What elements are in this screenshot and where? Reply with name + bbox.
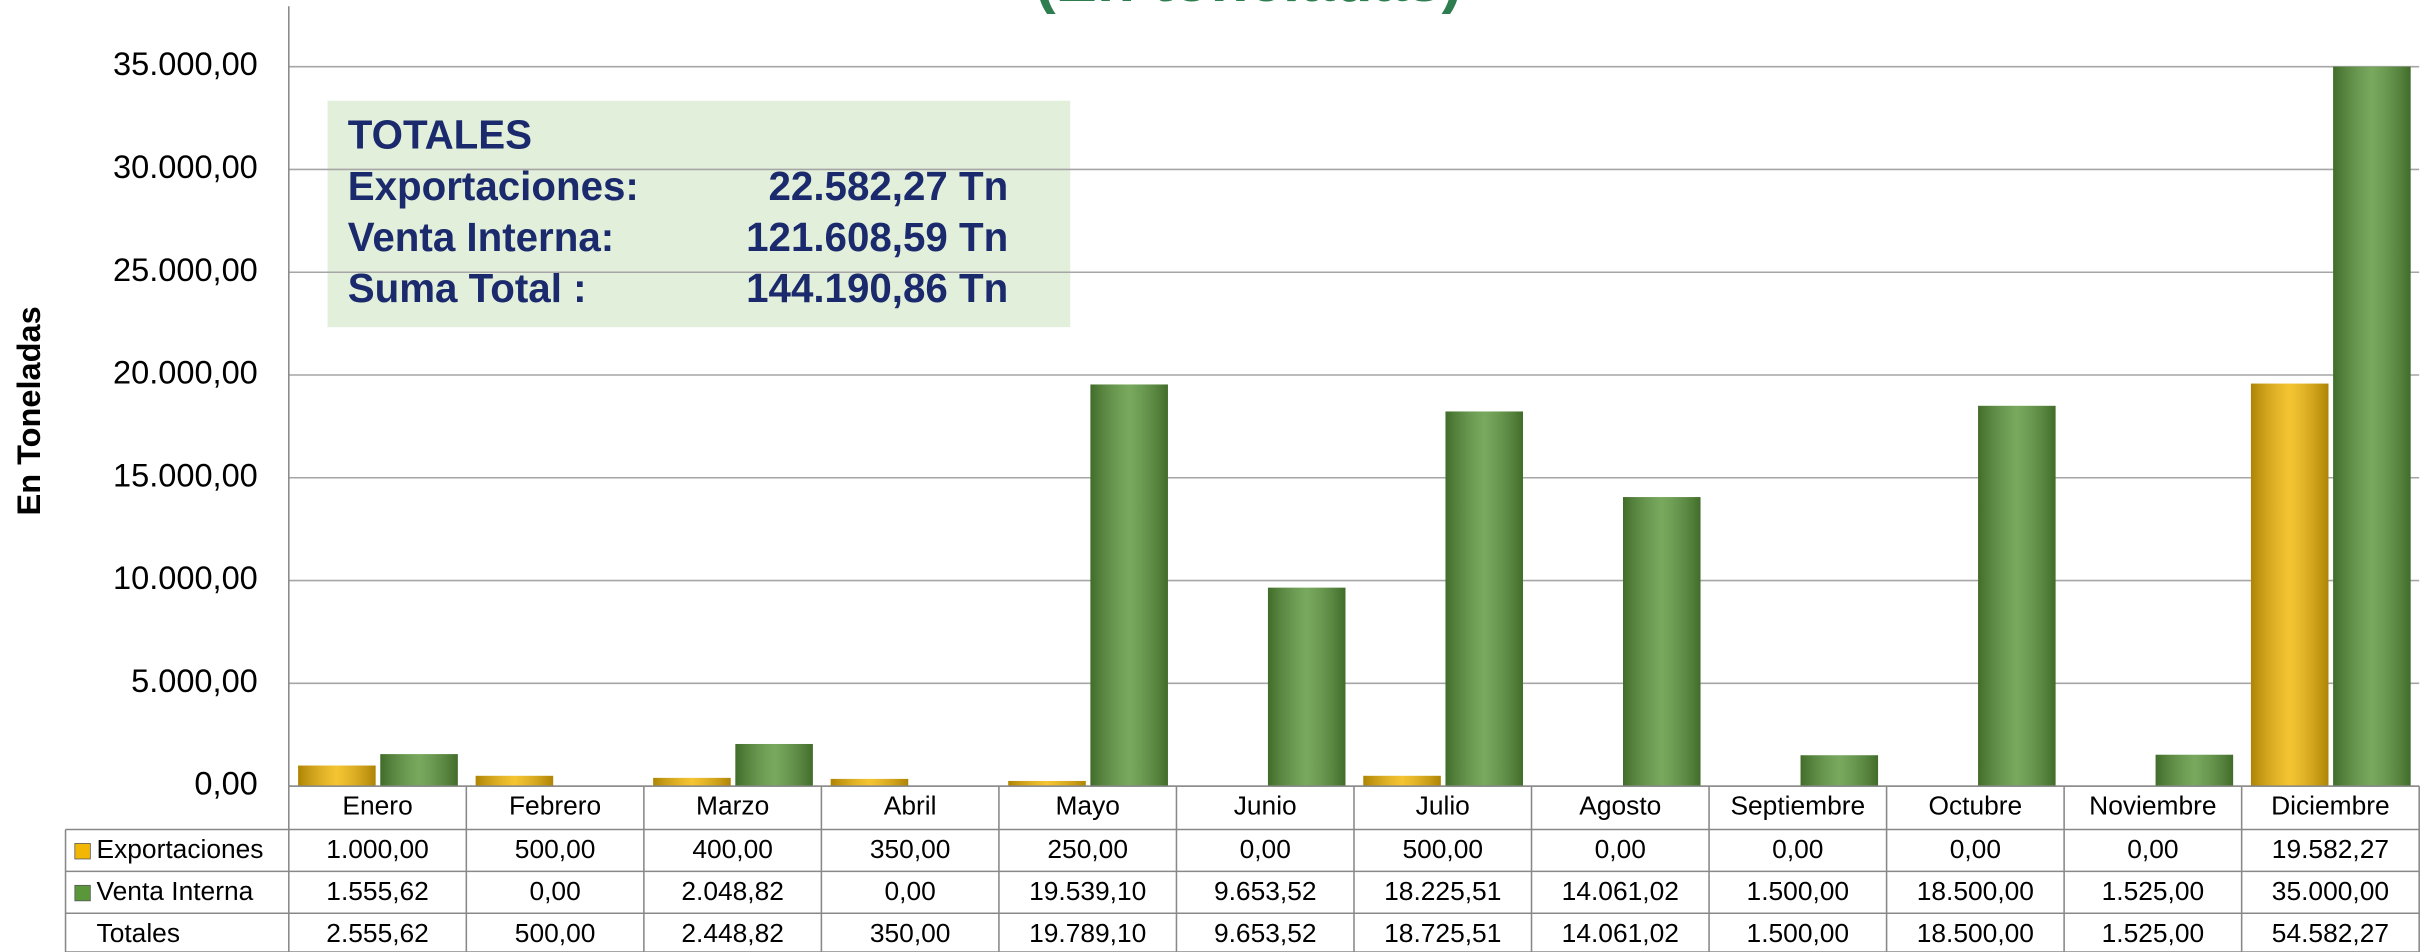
- bar-shade: [1267, 587, 1346, 787]
- bar-shade: [2155, 754, 2234, 787]
- bar-shade: [380, 754, 458, 787]
- table-value: 500,00: [515, 834, 596, 864]
- table-value: 250,00: [1047, 834, 1128, 864]
- table-value: 18.225,51: [1384, 876, 1501, 906]
- table-value: 1.500,00: [1747, 876, 1850, 906]
- x-tick-label: Agosto: [1579, 791, 1661, 821]
- table-value: 500,00: [1402, 834, 1483, 864]
- table-total: 18.500,00: [1917, 918, 2034, 948]
- table-value: 0,00: [1772, 834, 1823, 864]
- bar-shade: [653, 777, 731, 787]
- table-row-label: Totales: [97, 918, 180, 948]
- box-value: 22.582,27 Tn: [769, 164, 1009, 209]
- legend-label: Exportaciones: [97, 834, 264, 864]
- table-total: 2.448,82: [681, 918, 784, 948]
- x-tick-label: Febrero: [509, 791, 601, 821]
- table-total: 1.525,00: [2102, 918, 2205, 948]
- legend-label: Venta Interna: [97, 876, 254, 906]
- y-tick-label: 5.000,00: [131, 663, 258, 699]
- bar-shade: [475, 775, 554, 787]
- bar-shade: [2333, 66, 2411, 787]
- box-value: 144.190,86 Tn: [746, 266, 1008, 311]
- table-total: 350,00: [870, 918, 951, 948]
- bar-shade: [298, 765, 376, 787]
- table-value: 0,00: [885, 876, 936, 906]
- chart-title: (En toneladas): [1035, 0, 1462, 15]
- x-tick-label: Noviembre: [2089, 791, 2216, 821]
- bar-shade: [1978, 405, 2056, 787]
- table-value: 1.555,62: [326, 876, 429, 906]
- table-value: 18.500,00: [1917, 876, 2034, 906]
- legend-key: [74, 843, 91, 860]
- bar-shade: [1800, 755, 1879, 787]
- x-tick-label: Abril: [884, 791, 937, 821]
- table-value: 9.653,52: [1214, 876, 1317, 906]
- bar-shade: [2250, 383, 2329, 787]
- table-value: 2.048,82: [681, 876, 784, 906]
- x-tick-label: Mayo: [1055, 791, 1119, 821]
- box-label: Suma Total :: [348, 266, 587, 311]
- x-tick-label: Septiembre: [1730, 791, 1865, 821]
- x-tick-label: Julio: [1416, 791, 1470, 821]
- y-axis-label: En Toneladas: [11, 306, 47, 515]
- table-total: 500,00: [515, 918, 596, 948]
- y-tick-label: 30.000,00: [113, 149, 258, 185]
- box-heading: TOTALES: [348, 113, 532, 158]
- box-label: Exportaciones:: [348, 164, 639, 209]
- x-tick-label: Marzo: [696, 791, 769, 821]
- table-value: 19.539,10: [1029, 876, 1146, 906]
- table-total: 1.500,00: [1747, 918, 1850, 948]
- bar-shade: [1363, 775, 1441, 787]
- table-value: 0,00: [1240, 834, 1291, 864]
- y-tick-label: 25.000,00: [113, 252, 258, 288]
- y-tick-label: 0,00: [194, 766, 257, 802]
- table-total: 14.061,02: [1562, 918, 1679, 948]
- bar-shade: [1445, 411, 1523, 787]
- x-tick-label: Junio: [1234, 791, 1297, 821]
- table-value: 0,00: [529, 876, 580, 906]
- y-tick-label: 15.000,00: [113, 457, 258, 493]
- x-tick-label: Diciembre: [2271, 791, 2390, 821]
- table-value: 400,00: [692, 834, 773, 864]
- bar-shade: [1008, 780, 1086, 787]
- bar-shade: [1623, 497, 1701, 787]
- table-total: 2.555,62: [326, 918, 429, 948]
- totals-box: [327, 100, 1071, 328]
- y-tick-label: 10.000,00: [113, 560, 258, 596]
- table-value: 19.582,27: [2272, 834, 2389, 864]
- x-tick-label: Enero: [342, 791, 412, 821]
- table-value: 350,00: [870, 834, 951, 864]
- table-value: 1.525,00: [2102, 876, 2205, 906]
- bar-shade: [1090, 384, 1168, 787]
- table-value: 14.061,02: [1562, 876, 1679, 906]
- table-total: 9.653,52: [1214, 918, 1317, 948]
- bar-shade: [735, 743, 813, 787]
- table-total: 54.582,27: [2272, 918, 2389, 948]
- table-value: 1.000,00: [326, 834, 429, 864]
- table-total: 18.725,51: [1384, 918, 1501, 948]
- x-tick-label: Octubre: [1928, 791, 2022, 821]
- table-total: 19.789,10: [1029, 918, 1146, 948]
- table-value: 0,00: [1595, 834, 1646, 864]
- table-value: 0,00: [1950, 834, 2001, 864]
- bar-shade: [830, 778, 909, 787]
- table-value: 0,00: [2127, 834, 2178, 864]
- y-tick-label: 20.000,00: [113, 355, 258, 391]
- y-tick-label: 35.000,00: [113, 46, 258, 82]
- box-label: Venta Interna:: [348, 215, 614, 260]
- table-value: 35.000,00: [2272, 876, 2389, 906]
- legend-key: [74, 884, 91, 902]
- box-value: 121.608,59 Tn: [746, 215, 1008, 260]
